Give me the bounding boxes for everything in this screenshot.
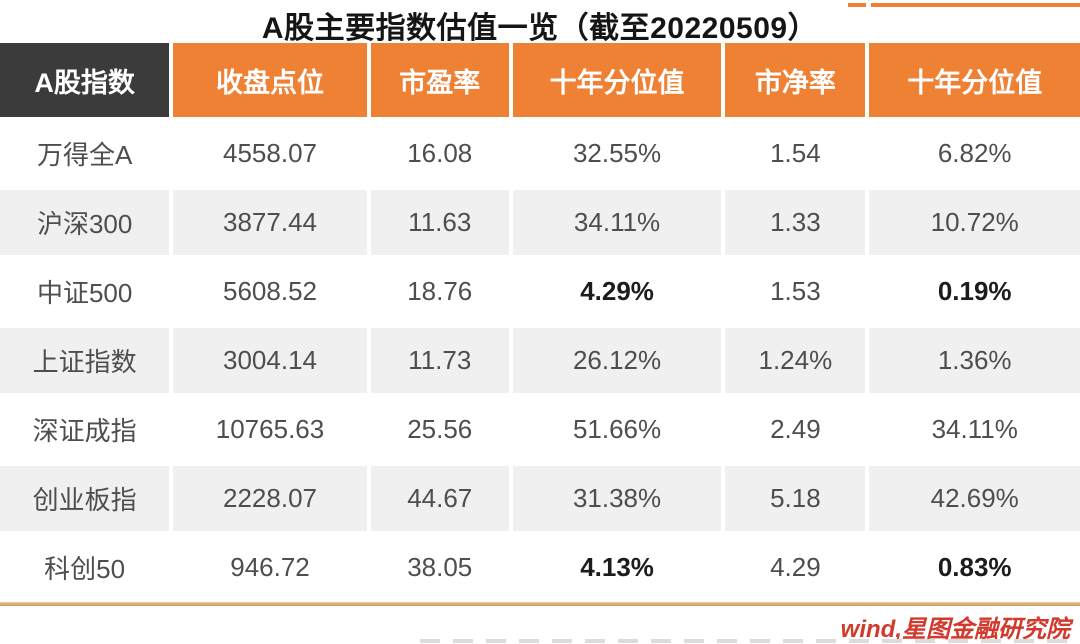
close-cell: 10765.63: [215, 414, 325, 444]
pe-cell: 44.67: [370, 466, 509, 531]
index-name-cell: 深证成指: [32, 416, 137, 446]
index-name-cell: 科创50: [44, 554, 126, 584]
cropped-top-strip-segment: [871, 3, 1080, 7]
close-cell: 3004.14: [173, 328, 367, 393]
pb-cell: 4.29: [770, 552, 821, 582]
index-name-cell: 创业板指: [0, 466, 170, 531]
index-name-cell: 中证500: [36, 278, 133, 308]
pb-cell: 1.24%: [725, 328, 866, 393]
pe-decile-cell: 4.13%: [580, 552, 654, 582]
pe-decile-cell: 51.66%: [572, 414, 662, 444]
pb-decile-cell: 42.69%: [869, 466, 1080, 531]
pe-cell: 25.56: [407, 414, 473, 444]
pe-cell: 11.73: [370, 328, 509, 393]
data-source-credit: wind,星图金融研究院: [840, 616, 1070, 643]
pb-cell: 1.53: [770, 276, 821, 306]
pe-decile-cell: 4.29%: [580, 276, 654, 306]
pb-cell: 1.54: [770, 138, 821, 168]
close-cell: 2228.07: [173, 466, 367, 531]
column-header-pb-decile: 十年分位值: [869, 43, 1080, 117]
column-header-close: 收盘点位: [173, 43, 367, 117]
pb-cell: 1.33: [725, 190, 866, 255]
pe-cell: 38.05: [407, 552, 473, 582]
pb-decile-cell: 34.11%: [931, 414, 1018, 444]
pb-decile-cell: 0.83%: [937, 552, 1012, 582]
close-cell: 946.72: [230, 552, 310, 582]
page-title: A股主要指数估值一览（截至20220509）: [261, 12, 819, 45]
close-cell: 4558.07: [223, 138, 317, 168]
index-name-cell: 上证指数: [0, 328, 170, 393]
index-name-cell: 万得全A: [36, 140, 133, 170]
pe-cell: 16.08: [407, 138, 473, 168]
pe-decile-cell: 26.12%: [512, 328, 722, 393]
pb-cell: 2.49: [770, 414, 821, 444]
cropped-top-strip-segment: [848, 3, 866, 7]
pb-decile-cell: 1.36%: [869, 328, 1080, 393]
bottom-divider-line: [0, 602, 1080, 606]
pb-cell: 5.18: [725, 466, 866, 531]
pe-decile-cell: 31.38%: [512, 466, 722, 531]
valuation-table: A股指数 收盘点位 市盈率 十年分位值 市净率 十年分位值 万得全A 4558.…: [0, 43, 1080, 600]
column-header-pe-decile: 十年分位值: [512, 43, 722, 117]
pe-cell: 11.63: [370, 190, 509, 255]
column-header-pe: 市盈率: [370, 43, 509, 117]
close-cell: 5608.52: [223, 276, 317, 306]
pe-decile-cell: 34.11%: [512, 190, 722, 255]
column-header-pb: 市净率: [725, 43, 866, 117]
close-cell: 3877.44: [173, 190, 367, 255]
pb-decile-cell: 0.19%: [937, 276, 1012, 306]
index-name-cell: 沪深300: [0, 190, 170, 255]
pb-decile-cell: 10.72%: [869, 190, 1080, 255]
cropped-top-strip: [848, 3, 1080, 7]
pb-decile-cell: 6.82%: [937, 138, 1012, 168]
pe-cell: 18.76: [407, 276, 473, 306]
column-header-index: A股指数: [0, 43, 170, 117]
pe-decile-cell: 32.55%: [572, 138, 662, 168]
